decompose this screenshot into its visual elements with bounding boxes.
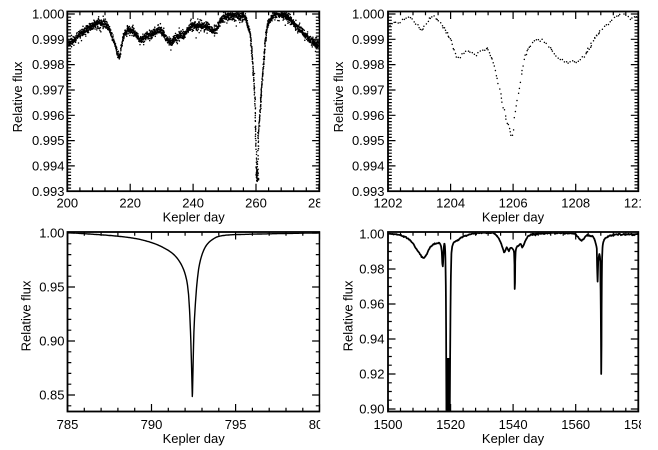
svg-text:240: 240 [182, 196, 204, 211]
svg-text:1580: 1580 [624, 417, 653, 432]
svg-text:800: 800 [309, 417, 331, 432]
svg-text:1500: 1500 [374, 417, 403, 432]
svg-text:1.00: 1.00 [359, 227, 384, 242]
svg-text:Kepler day: Kepler day [482, 210, 545, 225]
svg-text:1204: 1204 [436, 196, 465, 211]
svg-text:Relative flux: Relative flux [18, 280, 33, 351]
svg-text:0.993: 0.993 [352, 184, 385, 199]
svg-text:280: 280 [308, 196, 330, 211]
svg-text:0.94: 0.94 [359, 332, 384, 347]
svg-text:Kepler day: Kepler day [163, 431, 226, 446]
svg-text:0.85: 0.85 [39, 388, 64, 403]
svg-text:0.96: 0.96 [359, 297, 384, 312]
svg-text:0.993: 0.993 [32, 184, 65, 199]
svg-text:0.996: 0.996 [352, 108, 385, 123]
svg-text:1.00: 1.00 [39, 226, 64, 241]
svg-text:1202: 1202 [374, 196, 403, 211]
svg-text:0.997: 0.997 [352, 83, 385, 98]
svg-text:1.000: 1.000 [32, 7, 65, 22]
svg-text:0.95: 0.95 [39, 280, 64, 295]
svg-text:1560: 1560 [561, 417, 590, 432]
svg-text:0.996: 0.996 [32, 108, 65, 123]
svg-text:0.999: 0.999 [32, 32, 65, 47]
svg-text:0.998: 0.998 [352, 57, 385, 72]
svg-text:Kepler day: Kepler day [163, 210, 226, 225]
svg-text:795: 795 [225, 417, 247, 432]
svg-text:1208: 1208 [561, 196, 590, 211]
svg-text:Relative flux: Relative flux [341, 280, 356, 351]
svg-text:Kepler day: Kepler day [482, 431, 545, 446]
svg-text:0.997: 0.997 [32, 83, 65, 98]
svg-text:0.92: 0.92 [359, 367, 384, 382]
svg-text:785: 785 [57, 417, 79, 432]
svg-text:0.90: 0.90 [359, 402, 384, 417]
svg-text:1210: 1210 [624, 196, 653, 211]
svg-text:0.90: 0.90 [39, 334, 64, 349]
svg-text:1520: 1520 [436, 417, 465, 432]
svg-text:0.994: 0.994 [32, 159, 65, 174]
svg-text:260: 260 [245, 196, 267, 211]
svg-text:0.995: 0.995 [32, 133, 65, 148]
svg-text:Relative flux: Relative flux [10, 61, 25, 132]
svg-text:0.995: 0.995 [352, 133, 385, 148]
svg-text:0.999: 0.999 [352, 32, 385, 47]
svg-text:1.000: 1.000 [352, 7, 385, 22]
svg-text:Relative flux: Relative flux [331, 61, 346, 132]
svg-text:200: 200 [56, 196, 78, 211]
svg-text:1206: 1206 [499, 196, 528, 211]
svg-text:0.98: 0.98 [359, 262, 384, 277]
svg-text:790: 790 [141, 417, 163, 432]
svg-text:220: 220 [119, 196, 141, 211]
svg-text:0.994: 0.994 [352, 159, 385, 174]
svg-text:1540: 1540 [499, 417, 528, 432]
svg-text:0.998: 0.998 [32, 57, 65, 72]
